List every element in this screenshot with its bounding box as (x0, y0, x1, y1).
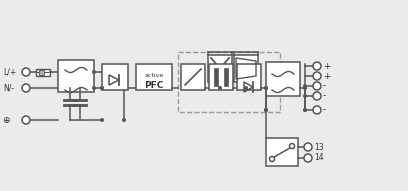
Bar (209, 64, 233, 90)
Bar (234, 55, 258, 82)
Circle shape (290, 143, 295, 148)
Bar (58, 60, 94, 92)
Circle shape (264, 108, 268, 112)
Circle shape (313, 92, 321, 100)
Circle shape (100, 118, 104, 122)
Text: PFC: PFC (144, 80, 164, 90)
Bar (224, 68, 228, 86)
Circle shape (122, 118, 126, 122)
Circle shape (303, 94, 307, 98)
Text: ⊕: ⊕ (2, 116, 9, 125)
Circle shape (22, 116, 30, 124)
Text: -: - (323, 82, 326, 91)
Circle shape (264, 86, 268, 90)
Bar (266, 62, 300, 96)
Text: +: + (323, 62, 330, 70)
Circle shape (303, 108, 307, 112)
Bar (39, 70, 44, 74)
Circle shape (92, 70, 96, 74)
Circle shape (22, 68, 30, 76)
Bar (102, 64, 128, 90)
Bar (36, 69, 50, 75)
Circle shape (264, 108, 268, 112)
Circle shape (303, 108, 307, 112)
Circle shape (270, 156, 275, 162)
Text: N/-: N/- (3, 83, 14, 92)
Text: 13: 13 (314, 142, 324, 151)
Circle shape (304, 143, 312, 151)
Bar (178, 52, 280, 112)
Text: -: - (323, 105, 326, 114)
Text: active: active (144, 73, 164, 78)
Text: -: - (323, 91, 326, 100)
Circle shape (303, 86, 307, 90)
Circle shape (100, 86, 104, 90)
Text: +: + (323, 71, 330, 80)
Bar (214, 68, 218, 86)
Circle shape (304, 154, 312, 162)
Circle shape (303, 84, 307, 88)
Bar (208, 55, 232, 82)
Text: L/+: L/+ (3, 67, 16, 77)
Bar (237, 64, 261, 90)
Bar (181, 64, 205, 90)
Circle shape (22, 84, 30, 92)
Circle shape (218, 86, 222, 90)
Text: 14: 14 (314, 154, 324, 163)
Bar (136, 64, 172, 90)
Circle shape (313, 62, 321, 70)
Circle shape (244, 86, 248, 90)
Circle shape (100, 86, 104, 90)
Circle shape (313, 106, 321, 114)
Circle shape (92, 86, 96, 90)
Circle shape (313, 82, 321, 90)
Circle shape (313, 72, 321, 80)
Circle shape (264, 86, 268, 90)
Bar (266, 138, 298, 166)
